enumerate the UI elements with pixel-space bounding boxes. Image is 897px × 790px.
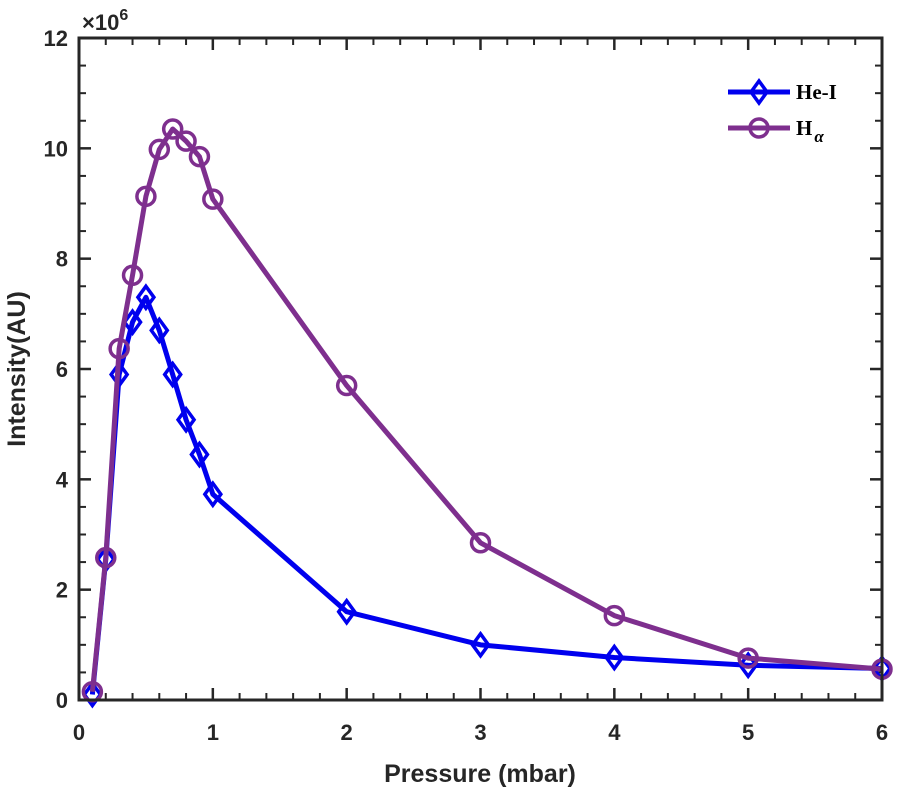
y-tick-label: 8 [56,247,68,272]
legend-label: He-I [796,80,837,104]
h-alpha-point [108,337,130,360]
legend-marker [748,78,770,106]
h-alpha-point [148,138,171,161]
x-tick-label: 5 [742,720,754,745]
h-alpha-point [469,532,492,554]
h-alpha-point [335,374,358,397]
he-i-point [149,316,170,345]
he-i-point [82,680,103,709]
x-tick-label: 6 [876,720,888,745]
plot-area [79,38,882,700]
y-tick-label: 10 [44,136,68,161]
he-i-point [162,360,183,389]
h-alpha-point [603,604,626,627]
he-i-point [189,440,210,469]
h-alpha-point [121,264,144,286]
he-i-point [122,308,143,337]
h-alpha-point [95,546,117,569]
h-alpha-point [161,118,184,140]
x-axis-title: Pressure (mbar) [384,760,576,788]
x-tick-label: 2 [341,720,353,745]
he-i-point [135,283,157,312]
he-i-point [604,643,625,672]
he-i-point [738,651,759,680]
x-tick-label: 0 [73,720,85,745]
legend-entry: He-I [728,78,837,106]
y-tick-label: 4 [56,467,69,492]
h-alpha-point [135,185,157,208]
he-i-point [470,630,491,659]
series-line [89,126,883,692]
y-tick-label: 12 [44,26,68,51]
legend-marker [748,117,770,139]
h-alpha-point [188,145,211,168]
y-tick-label: 2 [56,578,68,603]
plot-frame [77,36,884,702]
he-i-point [175,405,197,434]
x-tick-label: 1 [207,720,219,745]
y-tick-label: 0 [56,688,68,713]
h-alpha-point [175,130,197,152]
h-alpha-point [202,188,224,210]
legend: He-I H α [728,78,837,146]
he-i-point [336,597,357,626]
h-alpha-point [737,647,759,669]
y-axis-title: Intensity(AU) [3,291,31,447]
y-tick-label: 6 [56,357,68,382]
x-tick-label: 3 [474,720,486,745]
y-exponent-label: ×106 [82,7,128,35]
x-tick-label: 4 [608,720,621,745]
he-i-point [202,480,223,509]
